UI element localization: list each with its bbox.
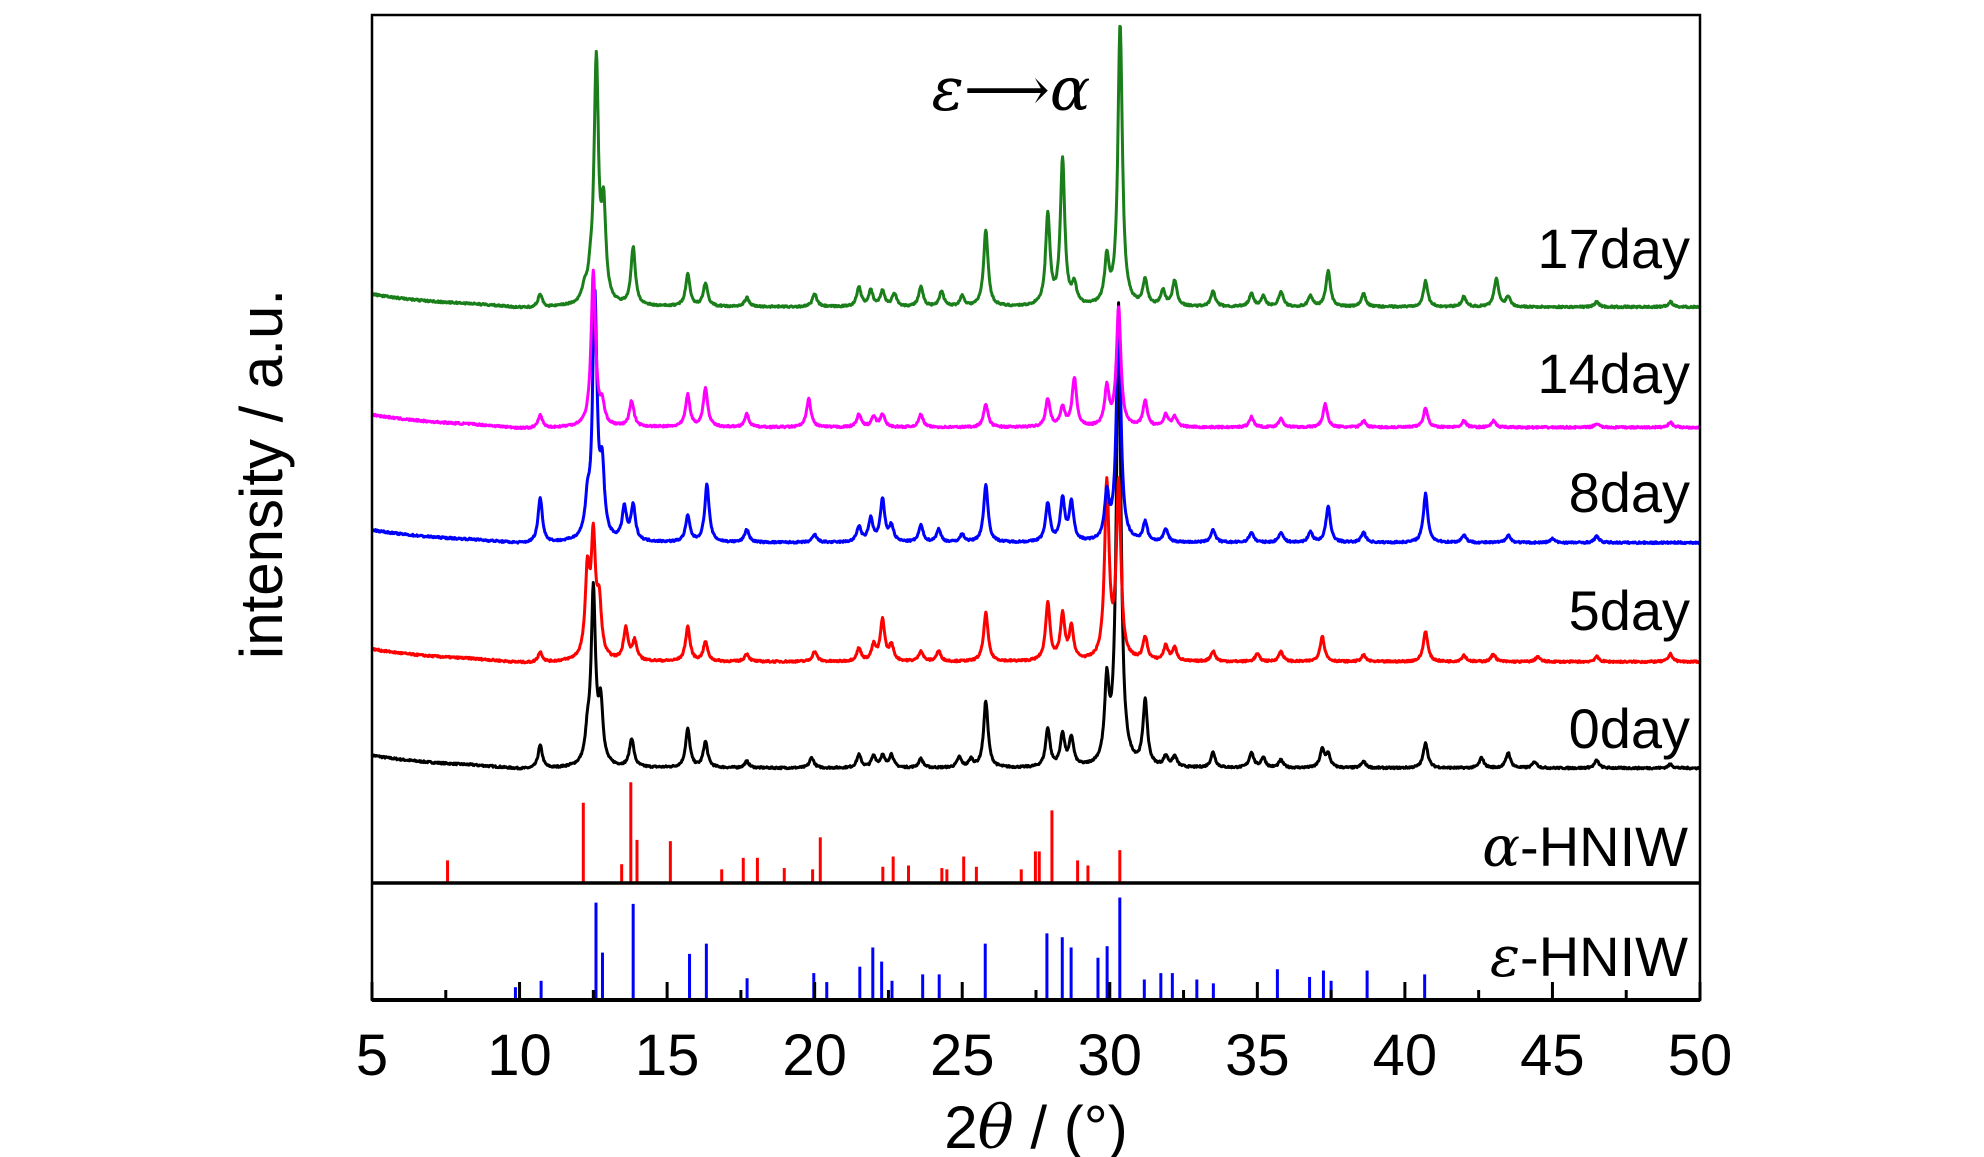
- x-ticks: 5 10 15 20 25 30 35 40 45 50: [356, 982, 1732, 1088]
- series-8day-line: [370, 288, 1701, 546]
- x-tick-label: 5: [356, 1023, 388, 1088]
- series-0day-line: [370, 301, 1702, 771]
- series-14day-line: [371, 268, 1702, 431]
- reference-label-text: -HNIW: [1520, 815, 1688, 878]
- x-tick-label: 50: [1668, 1023, 1733, 1088]
- x-tick-label: 35: [1225, 1023, 1290, 1088]
- x-tick-label: 20: [782, 1023, 847, 1088]
- series-5day-line: [370, 476, 1702, 665]
- series-layer: [370, 24, 1702, 771]
- x-tick-label: 10: [487, 1023, 552, 1088]
- x-tick-label: 45: [1520, 1023, 1585, 1088]
- reference-label-alpha: α-HNIW: [1482, 815, 1688, 880]
- series-label-17day: 17day: [1537, 217, 1690, 280]
- series-label-8day: 8day: [1569, 461, 1690, 524]
- reference-label-symbol: ε: [1490, 925, 1520, 990]
- y-axis-title: intensity / a.u.: [228, 289, 295, 659]
- reference-label-epsilon: ε-HNIW: [1490, 925, 1688, 990]
- x-tick-label: 40: [1373, 1023, 1438, 1088]
- reference-sticks-layer: [446, 782, 1427, 1000]
- series-label-5day: 5day: [1569, 579, 1690, 642]
- reference-label-text: -HNIW: [1520, 925, 1688, 988]
- series-label-0day: 0day: [1569, 697, 1690, 760]
- x-tick-label: 30: [1078, 1023, 1143, 1088]
- series-label-14day: 14day: [1537, 342, 1690, 405]
- series-17day-line: [371, 24, 1702, 310]
- x-tick-label: 25: [930, 1023, 995, 1088]
- reference-label-symbol: α: [1482, 815, 1520, 880]
- transition-annotation: ε⟶α: [932, 55, 1091, 125]
- x-axis-title: 2θ / (°): [944, 1093, 1127, 1157]
- x-tick-label: 15: [635, 1023, 700, 1088]
